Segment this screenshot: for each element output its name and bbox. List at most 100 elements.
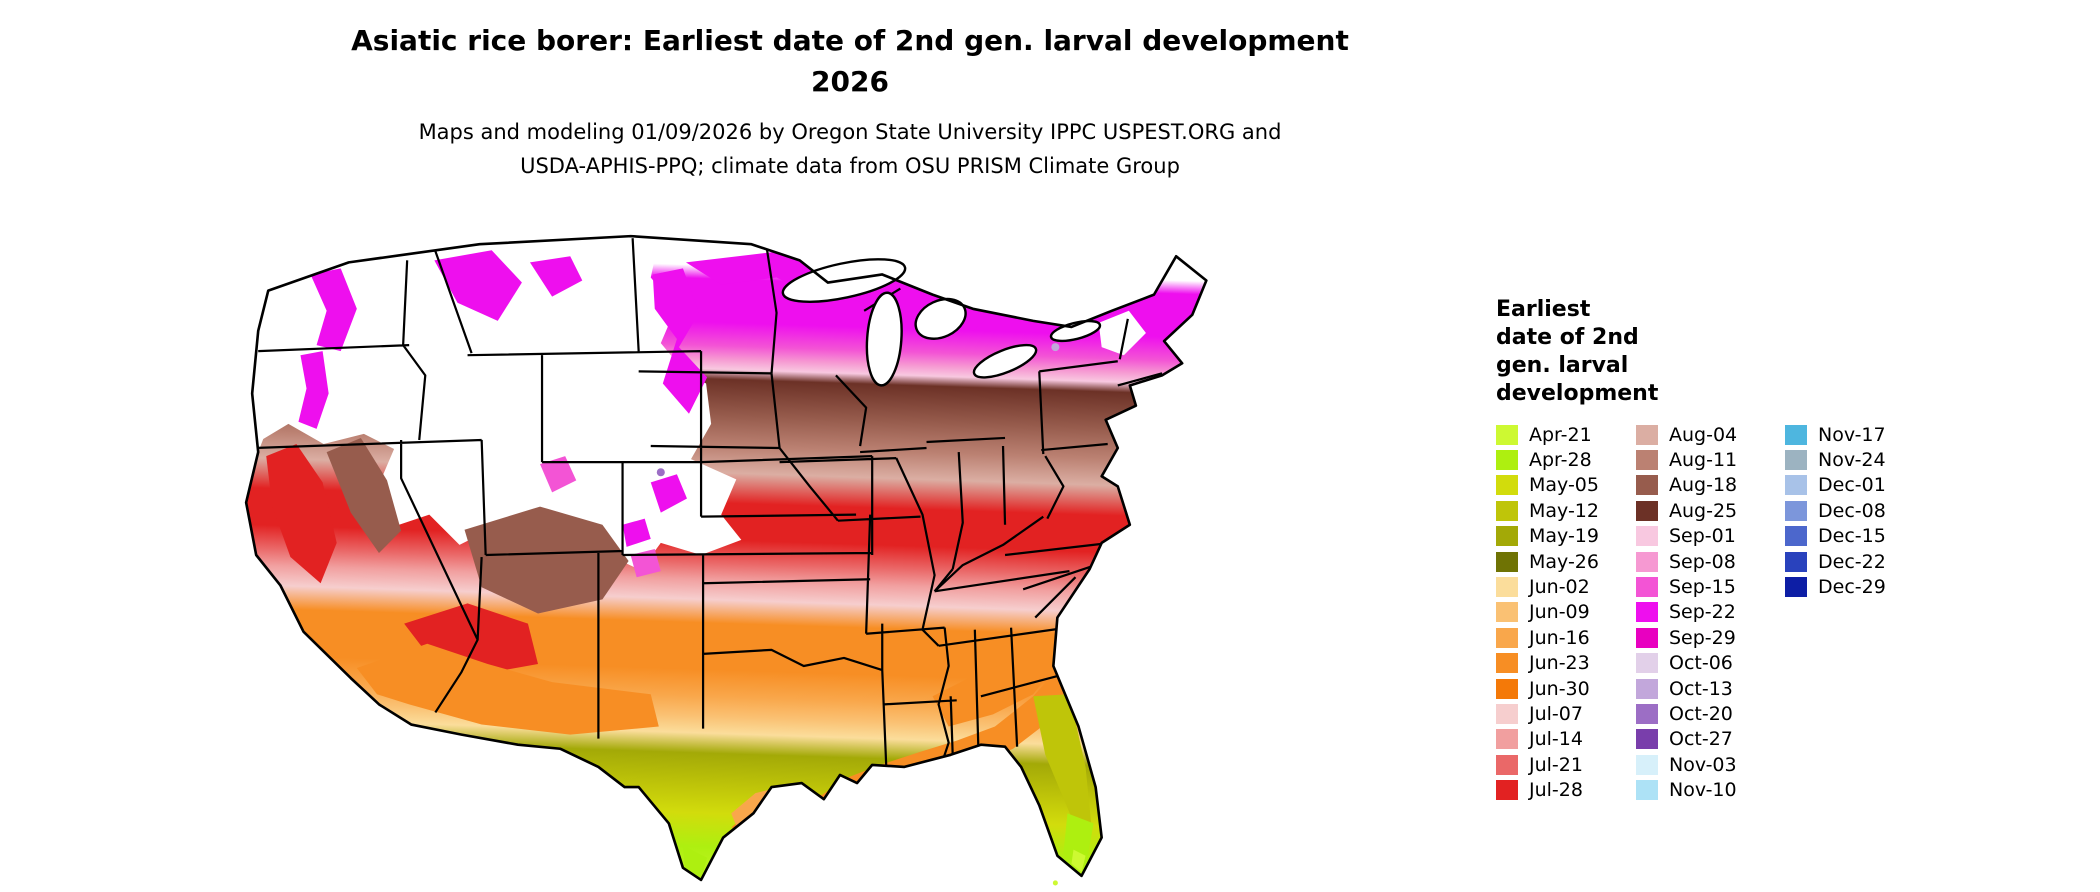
lake-erie bbox=[972, 343, 1038, 379]
legend-color-swatch bbox=[1636, 653, 1658, 674]
legend-color-swatch bbox=[1636, 754, 1658, 775]
legend-item: Jun-30 bbox=[1496, 676, 1636, 701]
legend-item: Aug-25 bbox=[1636, 498, 1785, 523]
legend-item: Sep-08 bbox=[1636, 549, 1785, 574]
legend-item: Oct-20 bbox=[1636, 701, 1785, 726]
no-data-region-west bbox=[252, 236, 742, 576]
legend-item: May-26 bbox=[1496, 549, 1636, 574]
legend-date-label: May-26 bbox=[1529, 550, 1599, 573]
legend-item: Nov-03 bbox=[1636, 752, 1785, 777]
legend-color-swatch bbox=[1785, 526, 1807, 547]
legend-date-label: Jun-30 bbox=[1529, 677, 1590, 700]
legend-date-label: Sep-29 bbox=[1669, 626, 1736, 649]
legend-item: Nov-17 bbox=[1785, 422, 1886, 447]
legend-color-swatch bbox=[1496, 424, 1518, 445]
legend-date-label: Nov-17 bbox=[1818, 423, 1886, 446]
legend-date-label: Aug-18 bbox=[1669, 474, 1738, 497]
legend-color-swatch bbox=[1496, 602, 1518, 623]
legend-color-swatch bbox=[1785, 577, 1807, 598]
august-brown-patches bbox=[326, 437, 629, 614]
lake-ontario bbox=[1049, 319, 1102, 343]
legend-color-swatch bbox=[1496, 729, 1518, 750]
legend-date-label: Nov-24 bbox=[1818, 449, 1886, 472]
legend-title-line2: date of 2nd bbox=[1496, 325, 1639, 350]
legend-color-swatch bbox=[1496, 500, 1518, 521]
legend-color-swatch bbox=[1496, 678, 1518, 699]
legend-item: May-19 bbox=[1496, 524, 1636, 549]
legend-item: Sep-01 bbox=[1636, 524, 1785, 549]
legend-date-label: Oct-20 bbox=[1669, 702, 1733, 725]
map-title-line2: 2026 bbox=[811, 65, 889, 98]
legend-color-swatch bbox=[1496, 551, 1518, 572]
map-subtitle: Maps and modeling 01/09/2026 by Oregon S… bbox=[0, 115, 1700, 183]
legend-item: Oct-13 bbox=[1636, 676, 1785, 701]
legend-color-swatch bbox=[1785, 551, 1807, 572]
legend-item: Sep-29 bbox=[1636, 625, 1785, 650]
legend-color-swatch bbox=[1496, 780, 1518, 801]
no-data-region-adirondacks bbox=[1098, 310, 1146, 356]
us-map-svg bbox=[244, 234, 1208, 886]
map-fill-layers bbox=[246, 236, 1207, 880]
legend-color-swatch bbox=[1636, 475, 1658, 496]
legend-date-label: Dec-01 bbox=[1818, 474, 1886, 497]
florida-keys-speck bbox=[1052, 880, 1058, 886]
legend-item: Jul-14 bbox=[1496, 727, 1636, 752]
legend-date-label: Jul-21 bbox=[1529, 753, 1583, 776]
legend-color-swatch bbox=[1636, 551, 1658, 572]
legend-color-swatch bbox=[1496, 754, 1518, 775]
legend-color-swatch bbox=[1785, 450, 1807, 471]
map-subtitle-line2: USDA-APHIS-PPQ; climate data from OSU PR… bbox=[520, 154, 1180, 178]
legend-item: Nov-10 bbox=[1636, 777, 1785, 802]
legend-date-label: Jun-23 bbox=[1529, 652, 1590, 675]
legend-color-swatch bbox=[1636, 602, 1658, 623]
legend-date-label: Aug-04 bbox=[1669, 423, 1738, 446]
legend-item: Aug-18 bbox=[1636, 473, 1785, 498]
legend-date-label: Sep-15 bbox=[1669, 576, 1736, 599]
legend-item: Nov-24 bbox=[1785, 447, 1886, 472]
legend-column-1: Apr-21 Apr-28 May-05 May-12 May-19 May-26 Jun-… bbox=[1496, 422, 1636, 803]
legend-item: Aug-11 bbox=[1636, 447, 1785, 472]
legend-item: Jun-02 bbox=[1496, 574, 1636, 599]
legend-column-3: Nov-17 Nov-24 Dec-01 Dec-08 Dec-15 Dec-22 Dec-… bbox=[1785, 422, 1886, 600]
legend-column-2: Aug-04 Aug-11 Aug-18 Aug-25 Sep-01 Sep-08 Sep-… bbox=[1636, 422, 1785, 803]
legend-date-label: Jul-14 bbox=[1529, 728, 1583, 751]
legend-item: Dec-08 bbox=[1785, 498, 1886, 523]
legend-date-label: Jul-28 bbox=[1529, 779, 1583, 802]
legend-item: May-12 bbox=[1496, 498, 1636, 523]
legend-color-swatch bbox=[1636, 526, 1658, 547]
legend-date-label: Dec-15 bbox=[1818, 525, 1886, 548]
legend-color-swatch bbox=[1785, 424, 1807, 445]
legend-item: Sep-15 bbox=[1636, 574, 1785, 599]
us-outline bbox=[244, 234, 1208, 882]
legend-color-swatch bbox=[1496, 653, 1518, 674]
legend-color-swatch bbox=[1496, 475, 1518, 496]
legend-date-label: Jul-07 bbox=[1529, 702, 1583, 725]
map-title: Asiatic rice borer: Earliest date of 2nd… bbox=[0, 20, 1700, 102]
legend-date-label: Oct-27 bbox=[1669, 728, 1733, 751]
legend-color-swatch bbox=[1636, 678, 1658, 699]
legend-date-label: Apr-21 bbox=[1529, 423, 1592, 446]
legend-color-swatch bbox=[1636, 627, 1658, 648]
legend-item: May-05 bbox=[1496, 473, 1636, 498]
legend-title-line3: gen. larval bbox=[1496, 353, 1629, 378]
legend-date-label: Sep-22 bbox=[1669, 601, 1736, 624]
legend-color-swatch bbox=[1636, 703, 1658, 724]
legend-color-swatch bbox=[1496, 450, 1518, 471]
legend-color-swatch bbox=[1636, 729, 1658, 750]
lake-michigan bbox=[865, 291, 903, 387]
legend-title: Earliest date of 2nd gen. larval develop… bbox=[1496, 296, 1886, 408]
legend-date-label: Sep-08 bbox=[1669, 550, 1736, 573]
legend-item: Jun-16 bbox=[1496, 625, 1636, 650]
legend-date-label: Jun-09 bbox=[1529, 601, 1590, 624]
legend-date-label: Apr-28 bbox=[1529, 449, 1592, 472]
legend-date-label: Jun-02 bbox=[1529, 576, 1590, 599]
legend-date-label: Jun-16 bbox=[1529, 626, 1590, 649]
us-map bbox=[228, 222, 1462, 888]
legend-color-swatch bbox=[1636, 500, 1658, 521]
legend-date-label: May-19 bbox=[1529, 525, 1599, 548]
map-subtitle-line1: Maps and modeling 01/09/2026 by Oregon S… bbox=[418, 120, 1282, 144]
legend-date-label: Nov-03 bbox=[1669, 753, 1737, 776]
legend-item: Aug-04 bbox=[1636, 422, 1785, 447]
legend-item: Dec-15 bbox=[1785, 524, 1886, 549]
legend-date-label: Aug-11 bbox=[1669, 449, 1738, 472]
